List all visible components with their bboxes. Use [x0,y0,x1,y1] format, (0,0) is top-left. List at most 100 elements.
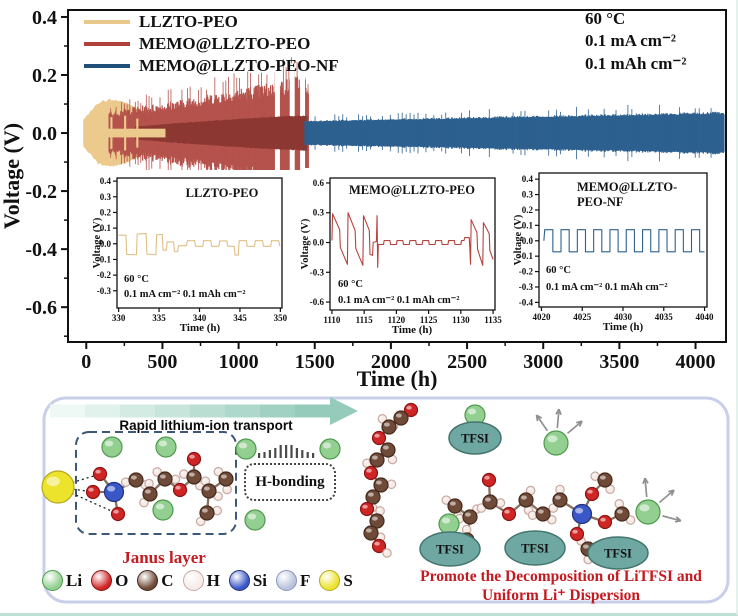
atom-highlight [616,501,620,504]
legend-swatch-red [84,42,130,46]
c-atom [535,506,551,522]
inset-x-axis-label: Time (h) [603,321,644,333]
inset-x-tick-label: 1125 [420,315,438,325]
inset-y-tick-label: 0.3 [313,208,325,218]
inset-y-tick-label: -0.6 [310,297,325,307]
atom-highlight [130,475,137,480]
o-atom [584,486,600,502]
h-bonding-bar [268,450,271,458]
o-atom [371,430,387,446]
c-atom [518,492,534,508]
sulfur-interaction-line [57,473,101,488]
x-tick-label: 1500 [295,351,335,373]
atom-highlight [441,517,451,524]
atom-highlight [616,509,623,514]
atom-legend-item-h: H [182,570,220,591]
atom-highlight [527,487,532,491]
inset-x-tick-label: 1110 [323,315,341,325]
inset-x-tick-label: 1120 [388,315,406,325]
atom-highlight [247,513,257,520]
dispersion-arrow-head [535,415,539,422]
dispersion-arrow [662,515,682,522]
inset-y-axis-label: Voltage (V) [92,217,103,268]
inset-x-tick-label: 1115 [356,315,374,325]
tfsi-anion [587,536,649,570]
si-legend-ball [228,570,250,591]
atom-highlight [639,504,650,512]
li-ion [244,509,266,531]
atom-highlight [46,476,60,487]
atom-legend-symbol: C [161,570,174,590]
atom-highlight [322,442,332,449]
atom-highlight [537,509,544,514]
atom-highlight [215,468,219,472]
tfsi-anion [419,531,481,567]
atom-highlight [197,518,202,522]
atom-highlight [374,433,380,438]
c-atom [380,442,396,458]
c-atom [186,469,202,485]
band-llzto-peo-cross [136,118,139,148]
s-legend-ball [319,570,341,591]
atom-highlight [572,529,578,534]
c-atom [128,472,144,488]
atom-highlight [464,512,471,517]
inset-x-tick-label: 345 [233,313,247,323]
atom-highlight [449,501,456,506]
h-bonding-bar [285,445,288,458]
atom-highlight [202,478,206,481]
inset-title: MEMO@LLZTO- [577,180,677,194]
atom-highlight [547,435,558,443]
x-tick-label: 3000 [523,351,563,373]
x-tick-label: 4000 [676,351,716,373]
c-atom [381,419,397,435]
chart-legend: LLZTO-PEO MEMO@LLZTO-PEO MEMO@LLZTO-PEO-… [84,11,339,77]
inset-title: MEMO@LLZTO-PEO [349,183,475,197]
legend-label: MEMO@LLZTO-PEO [139,34,311,53]
x-tick-label: 0 [81,351,91,373]
c-atom [462,509,478,525]
inset-y-tick-label: 0.4 [100,176,112,186]
o-atom [186,451,202,467]
atom-highlight [600,517,606,522]
dispersion-arrow [644,478,648,498]
h-legend-ball [182,570,204,591]
atom-legend-symbol: Si [252,570,267,590]
h-bonding-bar [312,453,315,458]
h-atom [382,548,392,558]
inset-x-tick-label: 4025 [573,312,592,322]
legend-item: LLZTO-PEO [84,11,339,33]
c-atom [201,483,217,499]
inset-annotation: 0.1 mA cm⁻² 0.1 mAh cm⁻² [546,282,668,293]
transport-arrow-body [155,404,191,418]
atom-highlight [375,480,382,485]
inset-y-tick-label: 0.4 [522,174,534,184]
atom-highlight [497,500,501,503]
li-ion-dispersing [635,499,661,525]
band-llzto-peo-cross [124,115,127,151]
o-atom [92,466,108,482]
atom-highlight [585,556,589,560]
legend-label: LLZTO-PEO [139,12,238,31]
li-ion [235,438,257,460]
legend-label: MEMO@LLZTO-PEO-NF [139,56,339,75]
atom-highlight [529,512,534,516]
o-atom [481,472,497,488]
atom-highlight [374,541,380,546]
atom-highlight [406,405,412,410]
o-atom [172,482,188,498]
inset-annotation: 60 °C [124,274,149,285]
atom-highlight [478,505,482,508]
dispersion-arrow [566,420,583,435]
atom-highlight [365,528,372,533]
h-bonding-bar [274,448,277,458]
atom-highlight [188,472,195,477]
x-tick-label: 3500 [599,351,639,373]
atom-highlight [550,505,554,508]
transport-arrow-body [225,404,261,418]
transport-arrow-head [330,397,358,425]
legend-item: MEMO@LLZTO-PEO-NF [84,55,339,77]
f-legend-ball [276,570,297,591]
dispersion-arrow-head [675,516,682,522]
